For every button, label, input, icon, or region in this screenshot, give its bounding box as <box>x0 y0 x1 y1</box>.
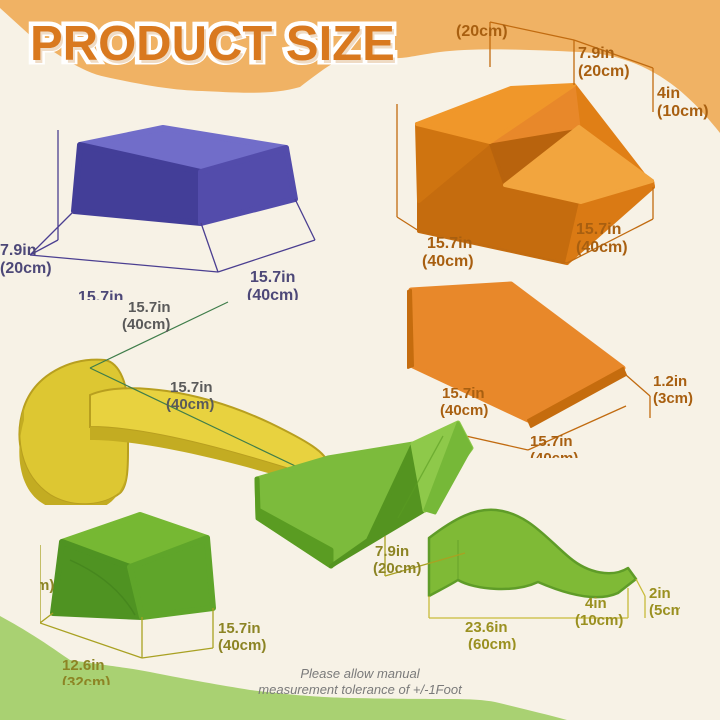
svg-text:(20cm): (20cm) <box>456 23 508 40</box>
svg-text:(60cm): (60cm) <box>468 636 516 650</box>
svg-text:15.7in: 15.7in <box>78 289 123 300</box>
svg-text:(5cm): (5cm) <box>649 602 680 619</box>
svg-text:4in: 4in <box>585 595 607 612</box>
svg-text:(40cm): (40cm) <box>122 316 170 333</box>
svg-text:(40cm): (40cm) <box>247 287 299 300</box>
svg-text:7.9in: 7.9in <box>0 242 36 259</box>
svg-text:(40cm): (40cm) <box>422 253 474 270</box>
svg-text:(20cm): (20cm) <box>0 260 52 277</box>
svg-text:(40cm): (40cm) <box>218 637 266 654</box>
svg-text:4in: 4in <box>657 85 680 102</box>
svg-text:15.7in: 15.7in <box>442 385 485 402</box>
svg-text:15.7in: 15.7in <box>250 269 295 286</box>
svg-text:(40cm): (40cm) <box>576 239 628 256</box>
svg-text:(20cm): (20cm) <box>578 63 630 80</box>
svg-text:(20cm): (20cm) <box>373 560 421 577</box>
svg-text:2in: 2in <box>649 585 671 602</box>
svg-text:15.7in: 15.7in <box>427 235 472 252</box>
svg-text:23.6in: 23.6in <box>465 619 508 636</box>
svg-text:(40cm): (40cm) <box>166 396 214 413</box>
svg-text:7.9in: 7.9in <box>578 45 614 62</box>
svg-text:(40cm): (40cm) <box>440 402 488 419</box>
svg-text:(23cm): (23cm) <box>40 577 54 594</box>
svg-text:15.7in: 15.7in <box>218 620 261 637</box>
svg-text:1.2in: 1.2in <box>653 373 687 390</box>
svg-text:15.7in: 15.7in <box>530 433 573 450</box>
svg-text:15.7in: 15.7in <box>128 300 171 316</box>
svg-text:(10cm): (10cm) <box>657 103 709 120</box>
svg-text:7.9in: 7.9in <box>375 543 409 560</box>
svg-text:(3cm): (3cm) <box>653 390 693 407</box>
svg-text:15.7in: 15.7in <box>576 221 621 238</box>
svg-text:15.7in: 15.7in <box>170 379 213 396</box>
svg-text:(40cm): (40cm) <box>530 450 578 458</box>
svg-text:(10cm): (10cm) <box>575 612 623 629</box>
svg-text:7.9in: 7.9in <box>464 20 500 22</box>
